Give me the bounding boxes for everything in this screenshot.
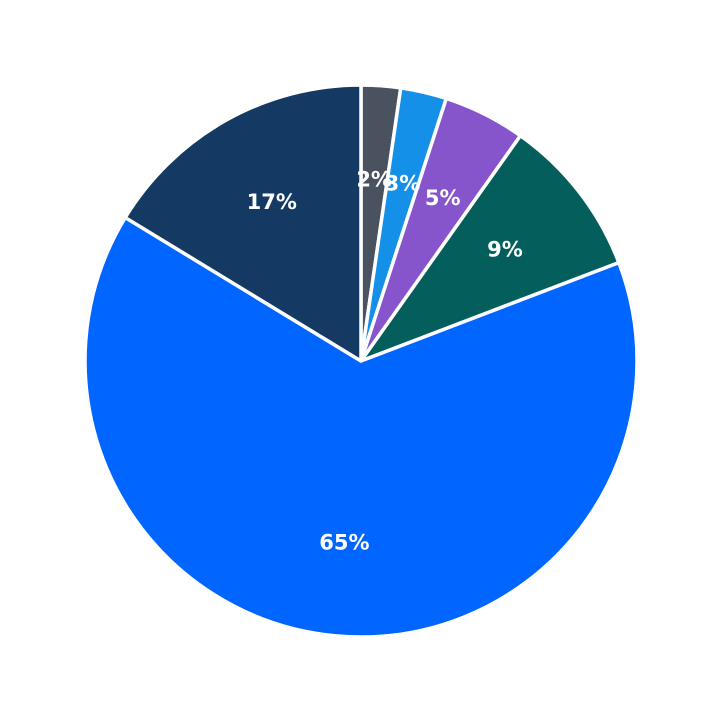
pie-slices (83, 83, 639, 639)
pie-slice-5 (123, 83, 363, 363)
pie-slice-4 (83, 215, 639, 639)
pie-slice-3 (359, 133, 621, 363)
pie-labels: 2%3%5% 9% 65% 17% (247, 167, 523, 554)
pie-slice-label-5: 17% (247, 190, 297, 214)
pie-slice-label-3: 9% (487, 237, 523, 261)
pie-slice-label-0: 2% (356, 167, 392, 191)
pie-slice-label-1: 3% (385, 172, 421, 196)
pie-slice-label-2: 5% (425, 186, 461, 210)
pie-slice-label-4: 65% (319, 530, 369, 554)
